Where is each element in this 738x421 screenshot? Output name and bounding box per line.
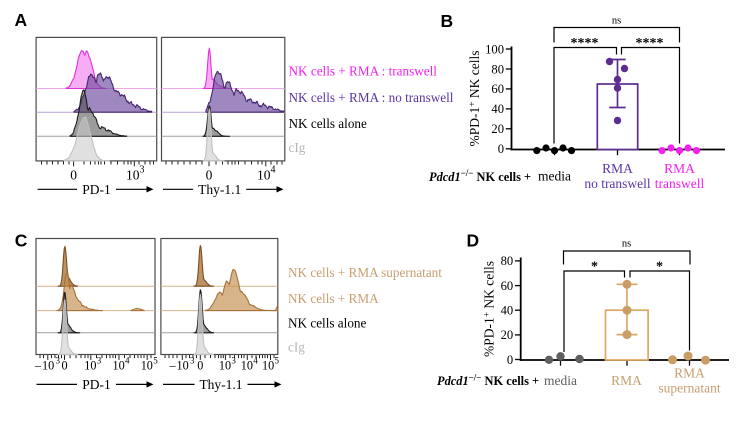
svg-text:Pdcd1−/− NK cells +: Pdcd1−/− NK cells + [429, 168, 531, 184]
svg-text:80: 80 [491, 62, 504, 76]
svg-text:10: 10 [42, 359, 54, 373]
svg-text:10: 10 [257, 168, 271, 183]
svg-text:0: 0 [206, 168, 213, 183]
svg-text:NK cells + RMA: NK cells + RMA [288, 291, 379, 306]
svg-text:NK cells alone: NK cells alone [289, 116, 368, 131]
svg-text:3: 3 [231, 356, 236, 366]
svg-text:NK cells alone: NK cells alone [288, 315, 367, 330]
svg-text:20: 20 [501, 328, 514, 342]
svg-text:5: 5 [275, 356, 280, 366]
svg-text:0: 0 [70, 168, 77, 183]
svg-text:Pdcd1−/− NK cells +: Pdcd1−/− NK cells + [437, 372, 539, 388]
svg-text:20: 20 [491, 122, 504, 136]
svg-text:100: 100 [485, 42, 504, 56]
svg-text:supernatant: supernatant [658, 380, 720, 395]
svg-text:RMA: RMA [674, 365, 705, 380]
svg-text:PD-1: PD-1 [82, 182, 111, 197]
svg-text:0: 0 [507, 353, 513, 367]
svg-text:10: 10 [84, 359, 96, 373]
svg-text:%PD-1+ NK cells: %PD-1+ NK cells [467, 50, 482, 146]
svg-text:D: D [467, 231, 480, 251]
svg-text:transwell: transwell [655, 176, 705, 191]
svg-text:cIg: cIg [289, 140, 306, 155]
svg-text:4: 4 [125, 356, 130, 366]
svg-text:C: C [15, 230, 28, 250]
svg-text:0: 0 [61, 359, 67, 373]
svg-text:*: * [656, 259, 663, 274]
svg-text:10: 10 [219, 359, 231, 373]
svg-text:60: 60 [491, 82, 504, 96]
svg-text:3: 3 [97, 356, 102, 366]
svg-text:cIg: cIg [288, 340, 305, 355]
svg-text:RMA: RMA [611, 373, 642, 388]
svg-text:3: 3 [190, 356, 195, 366]
svg-text:media: media [538, 168, 571, 183]
svg-text:NK cells + RMA : transwell: NK cells + RMA : transwell [289, 64, 438, 79]
svg-text:RMA: RMA [664, 161, 695, 176]
svg-text:no transwell: no transwell [584, 176, 651, 191]
svg-text:%PD-1+ NK cells: %PD-1+ NK cells [482, 261, 497, 357]
svg-text:10: 10 [241, 359, 253, 373]
svg-text:10: 10 [177, 359, 189, 373]
svg-text:NK cells + RMA : no transwell: NK cells + RMA : no transwell [289, 90, 454, 105]
svg-text:Thy-1.1: Thy-1.1 [199, 377, 242, 392]
svg-text:B: B [441, 11, 454, 31]
svg-text:40: 40 [491, 102, 504, 116]
svg-text:4: 4 [253, 356, 258, 366]
svg-text:NK cells + RMA supernatant: NK cells + RMA supernatant [288, 265, 442, 280]
svg-text:media: media [544, 373, 577, 388]
svg-text:0: 0 [498, 142, 504, 156]
svg-text:ns: ns [612, 16, 621, 27]
svg-text:80: 80 [501, 254, 514, 268]
svg-text:ns: ns [622, 239, 631, 250]
svg-text:*: * [591, 259, 598, 274]
svg-text:RMA: RMA [602, 161, 633, 176]
svg-text:Thy-1.1: Thy-1.1 [198, 182, 241, 197]
svg-text:3: 3 [140, 165, 145, 176]
svg-text:5: 5 [153, 356, 158, 366]
svg-text:3: 3 [56, 356, 61, 366]
svg-text:4: 4 [271, 165, 276, 176]
svg-text:–: – [169, 359, 177, 373]
svg-text:–: – [34, 359, 42, 373]
svg-text:60: 60 [501, 279, 514, 293]
svg-text:A: A [15, 10, 28, 30]
svg-text:10: 10 [141, 359, 153, 373]
svg-text:40: 40 [501, 304, 514, 318]
svg-text:10: 10 [262, 359, 274, 373]
svg-text:0: 0 [197, 359, 203, 373]
svg-text:****: **** [636, 36, 664, 51]
svg-text:10: 10 [113, 359, 125, 373]
svg-text:10: 10 [126, 168, 140, 183]
svg-text:****: **** [571, 36, 599, 51]
svg-text:PD-1: PD-1 [82, 377, 111, 392]
